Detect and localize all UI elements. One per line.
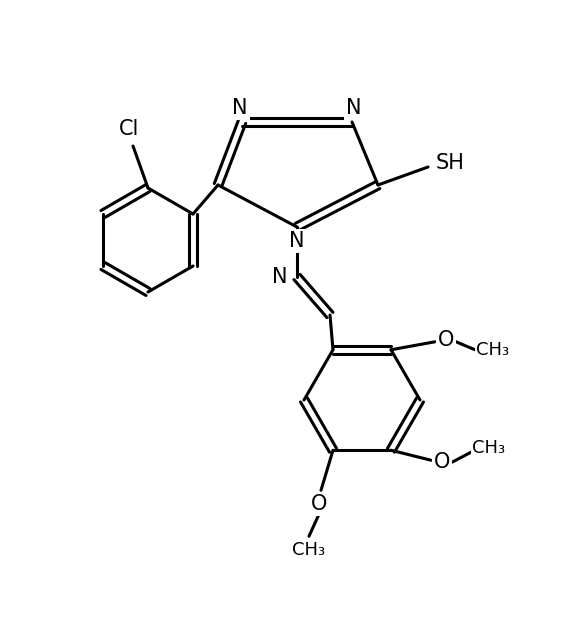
- Text: SH: SH: [436, 153, 464, 173]
- Text: N: N: [346, 98, 362, 118]
- Text: CH₃: CH₃: [292, 541, 325, 559]
- Text: O: O: [434, 452, 450, 472]
- Text: CH₃: CH₃: [472, 439, 506, 457]
- Text: N: N: [272, 267, 288, 287]
- Text: O: O: [311, 494, 327, 514]
- Text: CH₃: CH₃: [476, 340, 510, 359]
- Text: N: N: [289, 231, 305, 251]
- Text: O: O: [438, 330, 454, 350]
- Text: Cl: Cl: [119, 119, 139, 139]
- Text: N: N: [232, 98, 248, 118]
